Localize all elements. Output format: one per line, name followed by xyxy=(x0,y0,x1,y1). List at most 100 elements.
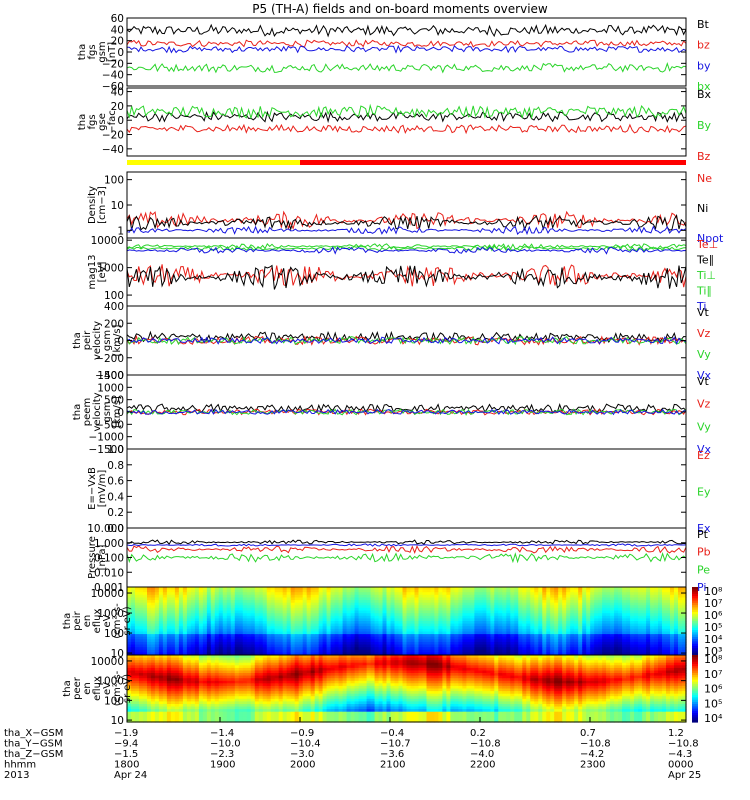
legend-fgs_gsm-0: Bt xyxy=(697,18,710,31)
legend-fgs_gsm-1: bz xyxy=(697,39,710,52)
ylabel-peer_spectrogram: eflux xyxy=(92,676,103,701)
legend-efield-2: Ex xyxy=(697,522,711,535)
panel-fgs_gsm xyxy=(126,23,687,74)
ytick-label-peir_spectrogram: 1000 xyxy=(97,608,124,620)
colorbar-label: 10⁴ xyxy=(704,633,723,646)
ytick-label-peir_velocity: −400 xyxy=(95,370,124,382)
ylabel-efield: [mV/m] xyxy=(97,470,108,508)
ytick-label-fgs_gse: −40 xyxy=(102,144,124,156)
ytick-label-efield: 0.8 xyxy=(107,460,124,472)
mode-bar-fast xyxy=(300,160,686,165)
xaxis-row-label: tha_Z−GSM xyxy=(4,749,63,760)
ytick-label-density: 100 xyxy=(104,175,124,187)
xaxis-value: 2300 xyxy=(580,760,605,771)
ylabel-temperature: [eV] xyxy=(97,262,108,283)
chart-title: P5 (TH-A) fields and on-board moments ov… xyxy=(252,2,548,16)
legend-peir_velocity-0: Vt xyxy=(697,306,710,319)
legend-fgs_gsm-2: by xyxy=(697,59,711,72)
ytick-label-temperature: 1000 xyxy=(97,263,124,275)
legend-efield-0: Ez xyxy=(697,449,710,462)
ylabel-fgs_gse: gse xyxy=(97,113,108,131)
ylabel-peem_velocity: gsm xyxy=(102,401,113,422)
ylabel-peir_spectrogram: eflux xyxy=(92,609,103,634)
frame-fgs_gse xyxy=(126,87,687,157)
ytick-label-efield: 1.0 xyxy=(107,444,124,456)
ylabel-density: Density xyxy=(87,186,98,224)
ytick-label-peer_spectrogram: 1000 xyxy=(97,676,124,688)
xaxis-row-label: 2013 xyxy=(4,770,29,781)
legend-pressure-2: Pe xyxy=(697,563,710,576)
ytick-label-peir_spectrogram: 10 xyxy=(111,648,124,660)
series-fgs_gse-2 xyxy=(126,123,687,135)
series-density-0 xyxy=(126,210,687,231)
ytick-label-temperature: 10000 xyxy=(91,235,124,247)
legend-pressure-0: Pt xyxy=(697,528,709,541)
xaxis-value: −0.4 xyxy=(380,728,404,739)
xaxis-value: −10.4 xyxy=(290,739,321,750)
ylabel-density: [cm−3] xyxy=(97,186,108,224)
ytick-label-pressure: 1.000 xyxy=(94,538,124,550)
series-pressure-1 xyxy=(126,545,687,554)
xaxis-value: −3.6 xyxy=(380,749,404,760)
legend-peem_velocity-2: Vy xyxy=(697,420,711,433)
ytick-label-fgs_gse: 40 xyxy=(111,87,124,99)
ylabel-peem_velocity: velocity xyxy=(92,392,103,431)
xaxis-value: Apr 25 xyxy=(668,770,701,781)
series-fgs_gsm-3 xyxy=(126,62,687,74)
ylabel-peir_velocity: peir xyxy=(82,330,93,350)
ytick-label-peem_velocity: −1000 xyxy=(88,432,124,444)
ylabel-fgs_gsm: gsm xyxy=(97,41,108,62)
series-fgs_gse-1 xyxy=(126,103,687,120)
panel-peir_spectrogram xyxy=(127,587,687,656)
ytick-label-pressure: 0.010 xyxy=(94,567,124,579)
series-peem_velocity-3 xyxy=(126,408,687,416)
ylabel-peem_velocity: peem xyxy=(82,398,93,426)
ytick-label-efield: 0.6 xyxy=(107,476,124,488)
ylabel-peer_spectrogram: tha xyxy=(62,680,73,696)
series-density-1 xyxy=(126,213,687,232)
xaxis-value: −4.2 xyxy=(580,749,604,760)
xaxis-value: −4.3 xyxy=(668,749,692,760)
ytick-label-peem_velocity: 1000 xyxy=(97,382,124,394)
xaxis-value: 0.2 xyxy=(470,728,486,739)
series-fgs_gsm-0 xyxy=(126,23,687,38)
ylabel-efield: E=−VxB xyxy=(87,467,98,510)
xaxis-value: −0.9 xyxy=(290,728,314,739)
panel-peem_velocity xyxy=(126,403,687,416)
panel-peer_spectrogram xyxy=(127,655,687,723)
colorbar-label: 10⁴ xyxy=(704,712,723,725)
frame-peer_spectrogram xyxy=(126,654,687,723)
colorbar-label: 10⁵ xyxy=(704,621,722,634)
ytick-label-fgs_gsm: −40 xyxy=(102,70,124,82)
ylabel-peer_spectrogram: eV xyxy=(102,682,113,695)
xaxis-value: −10.8 xyxy=(668,739,699,750)
series-peir_velocity-3 xyxy=(126,336,687,345)
ytick-label-peem_velocity: −500 xyxy=(95,419,124,431)
legend-density-0: Ne xyxy=(697,172,712,185)
ylabel-peir_spectrogram: en xyxy=(82,615,93,628)
ylabel-peir_spectrogram: peir xyxy=(72,610,83,630)
legend-temperature-3: Ti∥ xyxy=(696,285,712,298)
xaxis-value: 0.7 xyxy=(580,728,596,739)
xaxis-value: −10.8 xyxy=(470,739,501,750)
ylabel-peer_spectrogram: (cm²-s- xyxy=(112,670,123,706)
legend-temperature-1: Te∥ xyxy=(696,254,714,267)
legend-density-1: Ni xyxy=(697,202,708,215)
colorbar-label: 10⁶ xyxy=(704,609,723,622)
ylabel-peer_spectrogram: peer xyxy=(72,676,83,700)
panel-fgs_gse xyxy=(126,103,687,135)
frame-efield xyxy=(126,448,687,529)
colorbar-label: 10⁷ xyxy=(704,668,722,681)
ytick-label-fgs_gse: 20 xyxy=(111,101,124,113)
mode-bar-slow xyxy=(127,160,300,165)
series-pressure-0 xyxy=(127,539,687,546)
ytick-label-peir_spectrogram: 100 xyxy=(104,628,124,640)
series-density-2 xyxy=(126,225,687,236)
xaxis-value: −3.0 xyxy=(290,749,314,760)
colorbar-label: 10⁶ xyxy=(704,683,723,696)
legend-efield-1: Ey xyxy=(697,486,711,499)
ytick-label-fgs_gse: 0 xyxy=(117,115,124,127)
ytick-label-fgs_gsm: −20 xyxy=(102,58,124,70)
ytick-label-peem_velocity: −1500 xyxy=(88,444,124,456)
